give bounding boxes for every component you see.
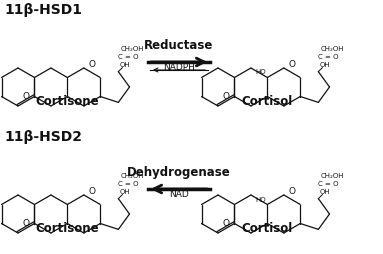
- Text: HO: HO: [256, 197, 266, 202]
- Text: NADPH: NADPH: [163, 63, 195, 72]
- Text: C = O: C = O: [318, 181, 339, 187]
- Text: Reductase: Reductase: [144, 39, 214, 52]
- Text: CH₂OH: CH₂OH: [120, 173, 144, 179]
- Text: O: O: [223, 219, 229, 228]
- Text: 11β-HSD1: 11β-HSD1: [4, 3, 82, 17]
- Text: CH₂OH: CH₂OH: [120, 46, 144, 52]
- Text: Cortisone: Cortisone: [36, 222, 99, 235]
- Text: OH: OH: [119, 189, 130, 195]
- Text: OH: OH: [119, 62, 130, 68]
- Text: O: O: [288, 187, 296, 196]
- Text: O: O: [23, 92, 29, 101]
- Text: O: O: [23, 219, 29, 228]
- Text: C = O: C = O: [118, 54, 139, 60]
- Text: CH₂OH: CH₂OH: [320, 173, 344, 179]
- Text: OH: OH: [319, 189, 330, 195]
- Text: C = O: C = O: [318, 54, 339, 60]
- Text: 11β-HSD2: 11β-HSD2: [4, 130, 82, 144]
- Text: Cortisone: Cortisone: [36, 95, 99, 108]
- Text: C = O: C = O: [118, 181, 139, 187]
- Text: CH₂OH: CH₂OH: [320, 46, 344, 52]
- Text: HO: HO: [256, 70, 266, 75]
- Text: Cortisol: Cortisol: [242, 222, 293, 235]
- Text: O: O: [88, 187, 95, 196]
- Text: Dehydrogenase: Dehydrogenase: [127, 166, 231, 179]
- Text: O: O: [223, 92, 229, 101]
- Text: OH: OH: [319, 62, 330, 68]
- Text: NAD: NAD: [169, 190, 189, 199]
- Text: Cortisol: Cortisol: [242, 95, 293, 108]
- Text: O: O: [88, 60, 95, 69]
- Text: O: O: [288, 60, 296, 69]
